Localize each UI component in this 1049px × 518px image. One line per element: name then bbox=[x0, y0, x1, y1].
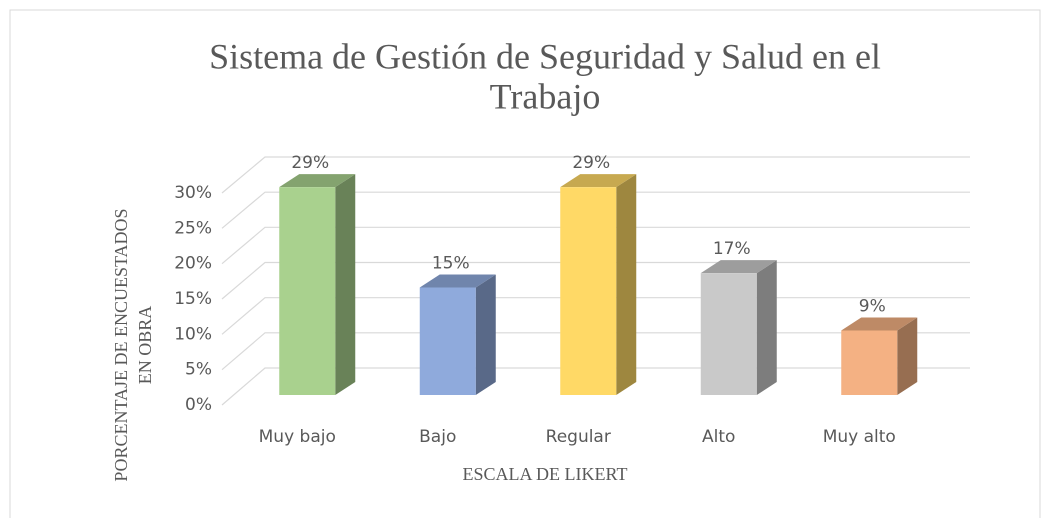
grid-line bbox=[221, 226, 970, 265]
chart-title: Trabajo bbox=[490, 76, 601, 116]
data-label: 17% bbox=[713, 239, 751, 259]
y-tick-label: 25% bbox=[174, 218, 212, 238]
x-axis-title: ESCALA DE LIKERT bbox=[463, 464, 628, 484]
bar bbox=[841, 330, 898, 395]
x-tick-label: Bajo bbox=[419, 427, 456, 447]
grid-line bbox=[221, 191, 970, 229]
x-tick-label: Muy bajo bbox=[259, 427, 336, 447]
bar bbox=[560, 187, 617, 395]
bar bbox=[419, 287, 476, 395]
data-label: 15% bbox=[432, 254, 470, 274]
bar-side bbox=[335, 174, 356, 395]
bar-side bbox=[897, 317, 918, 395]
bar-side bbox=[475, 274, 496, 395]
bar bbox=[700, 273, 757, 395]
bar-side bbox=[616, 174, 637, 395]
y-tick-label: 5% bbox=[185, 360, 212, 380]
y-tick-label: 20% bbox=[174, 254, 212, 274]
data-label: 9% bbox=[859, 297, 886, 317]
y-axis-title: EN OBRA bbox=[135, 306, 155, 385]
bar-top bbox=[419, 274, 496, 288]
data-label: 29% bbox=[572, 153, 610, 173]
bar-top bbox=[700, 260, 777, 274]
y-axis-title: PORCENTAJE DE ENCUESTADOS bbox=[111, 208, 131, 481]
y-tick-label: 0% bbox=[185, 395, 212, 415]
bar-top bbox=[841, 317, 918, 331]
y-tick-label: 10% bbox=[174, 324, 212, 344]
x-tick-label: Regular bbox=[546, 427, 611, 447]
chart-border bbox=[9, 9, 1041, 518]
chart-title: Sistema de Gestión de Seguridad y Salud … bbox=[209, 36, 881, 76]
x-tick-label: Alto bbox=[702, 427, 735, 447]
bar bbox=[279, 187, 336, 395]
bar-top bbox=[279, 174, 356, 188]
y-tick-label: 15% bbox=[174, 289, 212, 309]
data-label: 29% bbox=[291, 153, 329, 173]
y-tick-label: 30% bbox=[174, 183, 212, 203]
grid-line bbox=[221, 156, 970, 194]
bar-side bbox=[756, 260, 777, 395]
x-tick-label: Muy alto bbox=[823, 427, 896, 447]
bar-top bbox=[560, 174, 637, 188]
